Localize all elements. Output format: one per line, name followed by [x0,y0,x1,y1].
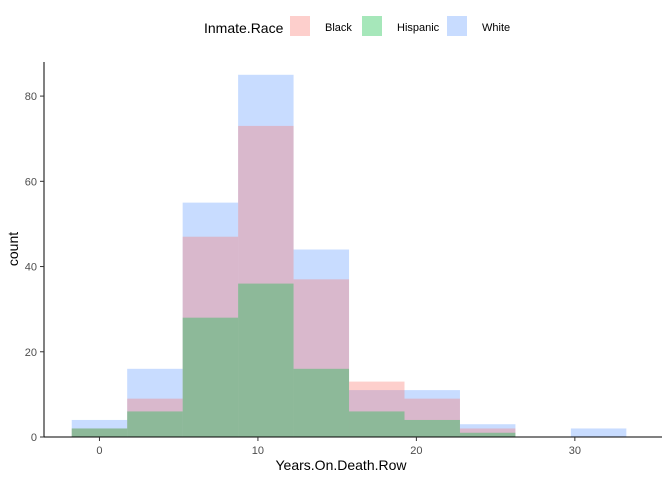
bar-black-2 [182,236,239,437]
legend-key-hispanic [362,16,382,36]
x-tick-label: 20 [410,445,422,457]
legend: Inmate.Race Black Hispanic White [204,16,510,36]
legend-title: Inmate.Race [204,20,284,36]
bar-white-1 [127,368,183,437]
legend-key-white [447,16,467,36]
bar-black-7 [459,428,516,437]
y-tick-label: 40 [25,262,37,274]
legend-key-black [290,16,310,36]
bar-hispanic-1 [127,411,183,437]
bar-white-5 [349,390,405,437]
bar-black-0 [71,428,128,437]
bar-white-4 [293,249,350,437]
x-tick-label: 10 [252,445,264,457]
bar-white-0 [71,419,128,437]
bar-black-6 [404,398,460,437]
bar-black-3 [238,125,294,437]
bar-white-2 [182,202,239,437]
bar-hispanic-5 [349,411,405,437]
bars [71,74,627,437]
series-white [71,74,627,437]
y-axis-title: count [5,232,21,266]
bar-hispanic-0 [71,428,128,437]
bar-hispanic-6 [404,419,460,437]
bar-white-6 [404,390,460,437]
y-tick-label: 0 [31,432,37,444]
y-tick-label: 60 [25,176,37,188]
bar-black-1 [127,398,183,437]
bar-hispanic-4 [293,368,350,437]
y-tick-label: 80 [25,91,37,103]
bar-white-9 [570,428,627,437]
x-tick-label: 30 [569,445,581,457]
bar-white-7 [459,424,516,437]
bar-white-3 [238,74,294,437]
ticks: 0 10 20 30 0 20 40 60 80 [25,91,581,457]
bar-black-4 [293,279,350,437]
x-axis-title: Years.On.Death.Row [276,457,408,473]
axes [43,62,662,438]
series-hispanic [71,283,516,437]
bar-hispanic-7 [459,432,516,437]
legend-label-hispanic: Hispanic [397,22,440,34]
y-tick-label: 20 [25,347,37,359]
bar-hispanic-3 [238,283,294,437]
legend-label-white: White [482,22,510,34]
bar-hispanic-2 [182,317,239,437]
bar-black-5 [349,381,405,437]
series-black [71,125,516,437]
x-tick-label: 0 [96,445,102,457]
legend-label-black: Black [325,22,352,34]
